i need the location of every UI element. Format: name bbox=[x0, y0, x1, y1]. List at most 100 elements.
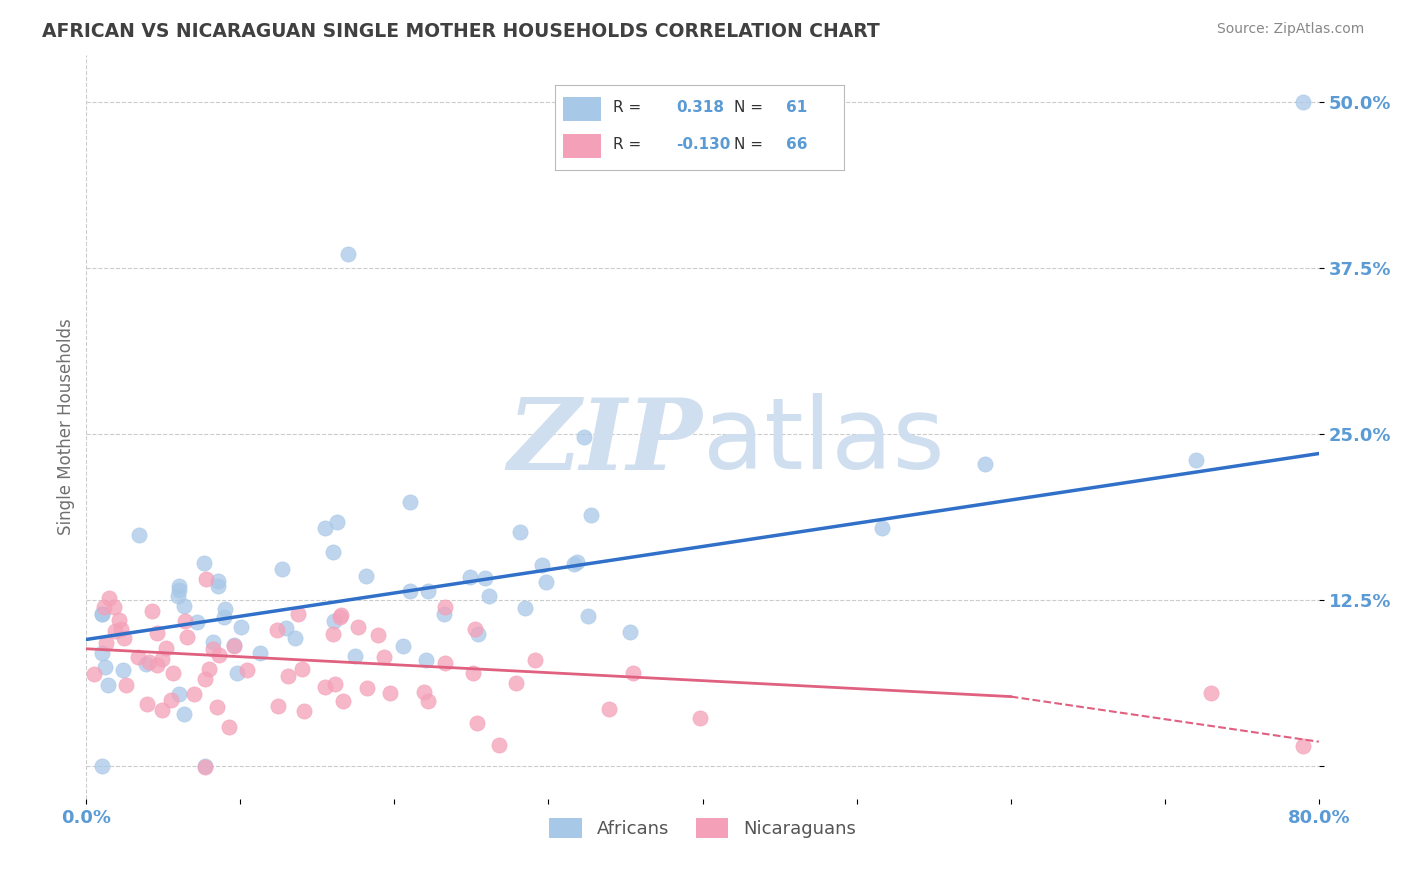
Point bbox=[689, 711, 711, 725]
Point bbox=[433, 607, 456, 622]
Point bbox=[202, 642, 225, 657]
Point bbox=[205, 699, 228, 714]
Point bbox=[266, 623, 288, 637]
Point bbox=[373, 649, 395, 664]
Point bbox=[96, 636, 118, 650]
Point bbox=[93, 599, 115, 614]
Point bbox=[505, 676, 527, 690]
Point bbox=[460, 569, 482, 583]
Point bbox=[183, 687, 205, 701]
Point bbox=[523, 653, 546, 667]
Point bbox=[167, 687, 190, 701]
Point bbox=[222, 639, 245, 653]
Point bbox=[90, 646, 112, 660]
Point bbox=[103, 600, 125, 615]
Point bbox=[329, 607, 352, 622]
Point bbox=[478, 589, 501, 603]
Text: Source: ZipAtlas.com: Source: ZipAtlas.com bbox=[1216, 22, 1364, 37]
Point bbox=[1184, 453, 1206, 467]
Point bbox=[167, 582, 190, 597]
Point bbox=[322, 545, 344, 559]
Point bbox=[83, 666, 105, 681]
Point bbox=[173, 707, 195, 722]
Point bbox=[167, 589, 190, 603]
Point bbox=[1199, 685, 1222, 699]
Point bbox=[110, 622, 132, 636]
Point bbox=[398, 494, 420, 508]
Point bbox=[415, 653, 437, 667]
Point bbox=[276, 621, 298, 635]
Point bbox=[135, 657, 157, 672]
Point bbox=[565, 555, 588, 569]
Point bbox=[146, 657, 169, 672]
Point bbox=[97, 591, 120, 605]
Point bbox=[621, 666, 644, 681]
Point bbox=[314, 680, 336, 694]
Point bbox=[323, 614, 346, 628]
Point bbox=[186, 615, 208, 629]
Point bbox=[193, 556, 215, 570]
Point bbox=[356, 681, 378, 695]
Point bbox=[114, 678, 136, 692]
Point bbox=[104, 624, 127, 639]
Point bbox=[1292, 95, 1315, 109]
Point bbox=[141, 605, 163, 619]
Point bbox=[155, 641, 177, 656]
Point bbox=[474, 571, 496, 585]
Point bbox=[354, 569, 377, 583]
Point bbox=[513, 601, 536, 615]
Point bbox=[562, 557, 585, 571]
Point bbox=[291, 662, 314, 676]
Point bbox=[418, 584, 440, 599]
Point bbox=[201, 634, 224, 648]
Point bbox=[94, 659, 117, 673]
Point bbox=[111, 663, 134, 677]
Point bbox=[173, 599, 195, 614]
Point bbox=[314, 521, 336, 535]
Point bbox=[138, 655, 160, 669]
Point bbox=[464, 622, 486, 636]
Point bbox=[136, 697, 159, 711]
Point bbox=[579, 508, 602, 523]
Point bbox=[236, 663, 259, 677]
Point bbox=[461, 666, 484, 681]
Point bbox=[207, 579, 229, 593]
Point bbox=[267, 698, 290, 713]
Point bbox=[413, 685, 436, 699]
Point bbox=[160, 693, 183, 707]
Point bbox=[284, 631, 307, 645]
Point bbox=[1292, 739, 1315, 753]
Point bbox=[572, 430, 595, 444]
Point bbox=[194, 672, 217, 686]
Point bbox=[162, 665, 184, 680]
Point bbox=[367, 628, 389, 642]
Point bbox=[467, 715, 489, 730]
Point bbox=[145, 625, 167, 640]
Point bbox=[380, 686, 402, 700]
Text: AFRICAN VS NICARAGUAN SINGLE MOTHER HOUSEHOLDS CORRELATION CHART: AFRICAN VS NICARAGUAN SINGLE MOTHER HOUS… bbox=[42, 22, 880, 41]
Point bbox=[207, 648, 229, 663]
Point bbox=[194, 760, 217, 774]
Text: atlas: atlas bbox=[703, 393, 945, 491]
Point bbox=[90, 607, 112, 621]
Point bbox=[292, 704, 315, 718]
Point bbox=[399, 584, 422, 599]
Point bbox=[108, 613, 131, 627]
Point bbox=[97, 678, 120, 692]
Point bbox=[271, 562, 294, 576]
Point bbox=[323, 677, 346, 691]
Legend: Africans, Nicaraguans: Africans, Nicaraguans bbox=[543, 811, 863, 846]
Point bbox=[128, 528, 150, 542]
Point bbox=[536, 574, 558, 589]
Point bbox=[277, 669, 299, 683]
Point bbox=[167, 579, 190, 593]
Point bbox=[531, 558, 554, 573]
Point bbox=[127, 650, 149, 665]
Point bbox=[347, 620, 370, 634]
Point bbox=[433, 657, 456, 671]
Point bbox=[194, 572, 217, 586]
Point bbox=[598, 702, 620, 716]
Point bbox=[416, 694, 439, 708]
Point bbox=[214, 602, 236, 616]
Point bbox=[150, 702, 173, 716]
